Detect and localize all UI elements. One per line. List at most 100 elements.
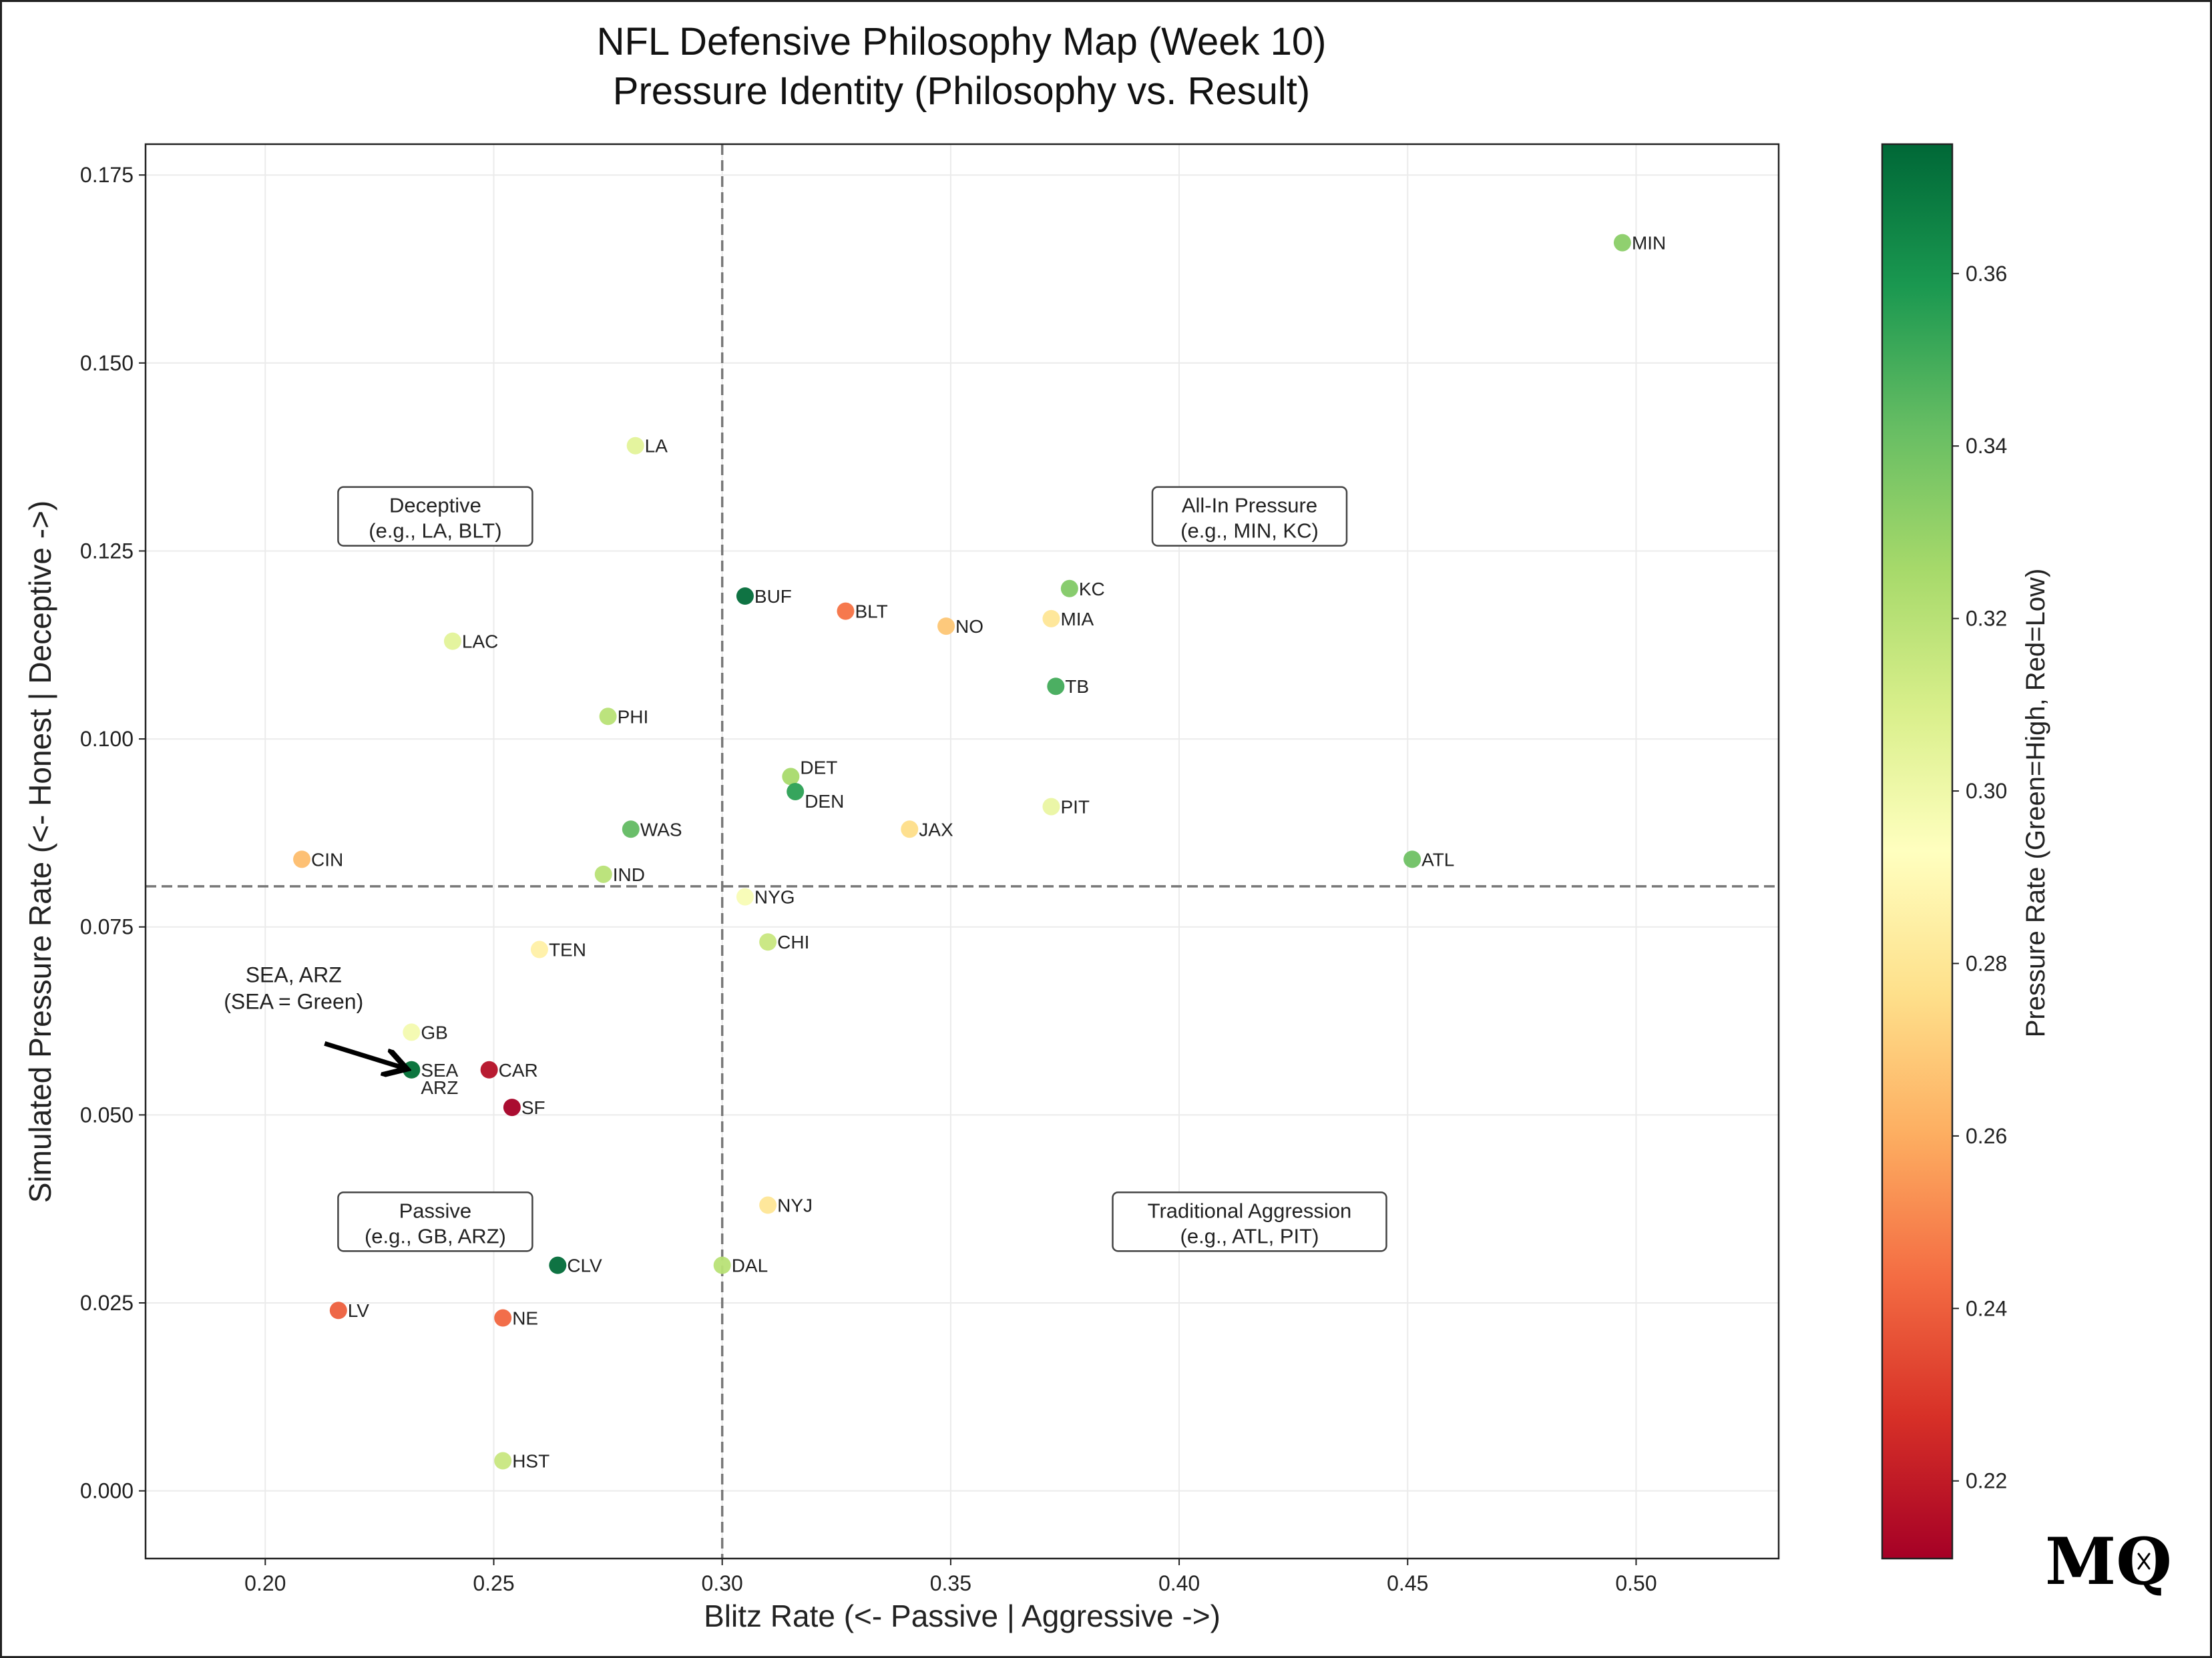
data-point-mia: MIA <box>1042 609 1094 629</box>
callout-text: SEA, ARZ <box>246 962 342 987</box>
data-point-label: TEN <box>549 940 586 960</box>
data-point-car: CAR <box>480 1060 538 1081</box>
y-tick-label: 0.125 <box>80 539 134 563</box>
data-point-marker <box>901 820 919 838</box>
quadrant-label-box <box>337 486 533 547</box>
data-point-label: KC <box>1079 579 1105 599</box>
data-point-ind: IND <box>594 864 645 885</box>
data-point-label: IND <box>613 864 645 885</box>
data-point-label: BUF <box>754 586 792 607</box>
y-tick-label: 0.000 <box>80 1479 134 1503</box>
data-point-label: ARZ <box>421 1077 458 1098</box>
colorbar-tick-label: 0.36 <box>1966 262 2007 286</box>
y-axis-label: Simulated Pressure Rate (<- Honest | Dec… <box>23 501 57 1203</box>
data-point-label: PIT <box>1060 796 1090 817</box>
colorbar-tick-label: 0.32 <box>1966 607 2007 631</box>
data-point-label: TB <box>1065 676 1089 697</box>
data-point-marker <box>622 820 640 838</box>
data-point-phi: PHI <box>599 706 649 727</box>
quadrant-label: Deceptive(e.g., LA, BLT) <box>337 486 533 547</box>
quadrant-label-text: (e.g., ATL, PIT) <box>1180 1224 1319 1248</box>
colorbar-tick-label: 0.34 <box>1966 434 2007 458</box>
data-point-marker <box>736 888 754 906</box>
quadrant-label-box <box>1151 486 1348 547</box>
y-tick-label: 0.025 <box>80 1291 134 1315</box>
x-tick-label: 0.35 <box>930 1571 971 1595</box>
data-point-label: CLV <box>567 1256 602 1276</box>
data-point-marker <box>549 1256 567 1274</box>
grid <box>146 144 1779 1559</box>
data-point-tb: TB <box>1047 676 1089 697</box>
data-point-ten: TEN <box>530 940 586 960</box>
data-point-label: NO <box>955 616 983 637</box>
quadrant-label-text: (e.g., GB, ARZ) <box>365 1224 506 1248</box>
data-point-nyg: NYG <box>736 887 795 908</box>
colorbar-gradient <box>1881 143 1954 1560</box>
plot-area-frame <box>144 143 1780 1560</box>
data-point-label: DAL <box>732 1256 768 1276</box>
data-point-no: NO <box>937 616 983 637</box>
data-point-label: NYJ <box>777 1195 813 1216</box>
data-point-buf: BUF <box>736 586 792 607</box>
data-point-label: LV <box>348 1300 369 1321</box>
data-point-marker <box>403 1023 421 1041</box>
quadrant-label-text: Passive <box>399 1199 472 1222</box>
data-point-marker <box>329 1302 347 1320</box>
data-point-clv: CLV <box>549 1256 602 1276</box>
data-point-marker <box>759 1196 777 1214</box>
quadrant-label-box <box>337 1191 533 1252</box>
data-points: MIN LA KC BUF BLT MIA NO LAC TB PHI DET DEN PIT WAS JA… <box>293 233 1666 1472</box>
quadrant-label-box <box>1112 1191 1387 1252</box>
data-point-label: CHI <box>777 932 809 952</box>
x-tick-label: 0.25 <box>473 1571 514 1595</box>
data-point-marker <box>626 437 644 455</box>
y-tick-label: 0.150 <box>80 351 134 375</box>
data-point-label: PHI <box>618 706 649 727</box>
data-point-cin: CIN <box>293 849 343 870</box>
quadrant-label-text: (e.g., MIN, KC) <box>1180 519 1319 543</box>
quadrant-label: All-In Pressure(e.g., MIN, KC) <box>1151 486 1348 547</box>
quadrant-label: Passive(e.g., GB, ARZ) <box>337 1191 533 1252</box>
data-point-label: JAX <box>919 819 953 840</box>
data-point-label: LAC <box>462 631 498 652</box>
data-point-marker <box>503 1099 521 1117</box>
callout-annotation: SEA, ARZ(SEA = Green) <box>224 962 402 1067</box>
x-tick-label: 0.50 <box>1615 1571 1656 1595</box>
data-point-label: ATL <box>1421 849 1454 870</box>
y-tick-label: 0.075 <box>80 915 134 939</box>
colorbar-tick-label: 0.30 <box>1966 779 2007 803</box>
data-point-marker <box>403 1061 421 1079</box>
colorbar-tick-label: 0.28 <box>1966 951 2007 975</box>
colorbar-label: Pressure Rate (Green=High, Red=Low) <box>2021 569 2050 1038</box>
data-point-chi: CHI <box>759 932 809 952</box>
callout-text: (SEA = Green) <box>224 989 363 1013</box>
colorbar: 0.22 0.24 0.26 0.28 0.30 0.32 0.34 0.36 <box>1881 143 2007 1560</box>
data-point-gb: GB <box>403 1022 448 1043</box>
data-point-marker <box>1047 677 1065 696</box>
data-point-label: LA <box>645 436 668 457</box>
data-point-marker <box>443 632 461 650</box>
data-point-marker <box>293 850 311 868</box>
axis-ticks: 0.20 0.25 0.30 0.35 0.40 0.45 0.50 0.000 0.025 0.… <box>80 163 1657 1595</box>
y-tick-label: 0.050 <box>80 1103 134 1127</box>
data-point-label: CAR <box>499 1060 538 1081</box>
data-point-marker <box>1060 579 1078 597</box>
data-point-marker <box>494 1309 512 1327</box>
data-point-label: SEA <box>421 1060 458 1081</box>
data-point-label: DEN <box>805 791 844 812</box>
mq-logo: MQ <box>2045 1524 2172 1599</box>
data-point-marker <box>480 1061 498 1079</box>
data-point-marker <box>937 617 955 635</box>
quadrant-label: Traditional Aggression(e.g., ATL, PIT) <box>1112 1191 1387 1252</box>
colorbar-tick-label: 0.26 <box>1966 1124 2007 1148</box>
quadrant-label-text: Traditional Aggression <box>1148 1199 1352 1222</box>
data-point-label: MIA <box>1060 609 1094 629</box>
data-point-atl: ATL <box>1403 849 1454 870</box>
data-point-sf: SF <box>503 1097 545 1118</box>
data-point-label: WAS <box>640 819 682 840</box>
x-tick-label: 0.45 <box>1387 1571 1428 1595</box>
data-point-jax: JAX <box>901 819 953 840</box>
data-point-min: MIN <box>1613 233 1666 254</box>
